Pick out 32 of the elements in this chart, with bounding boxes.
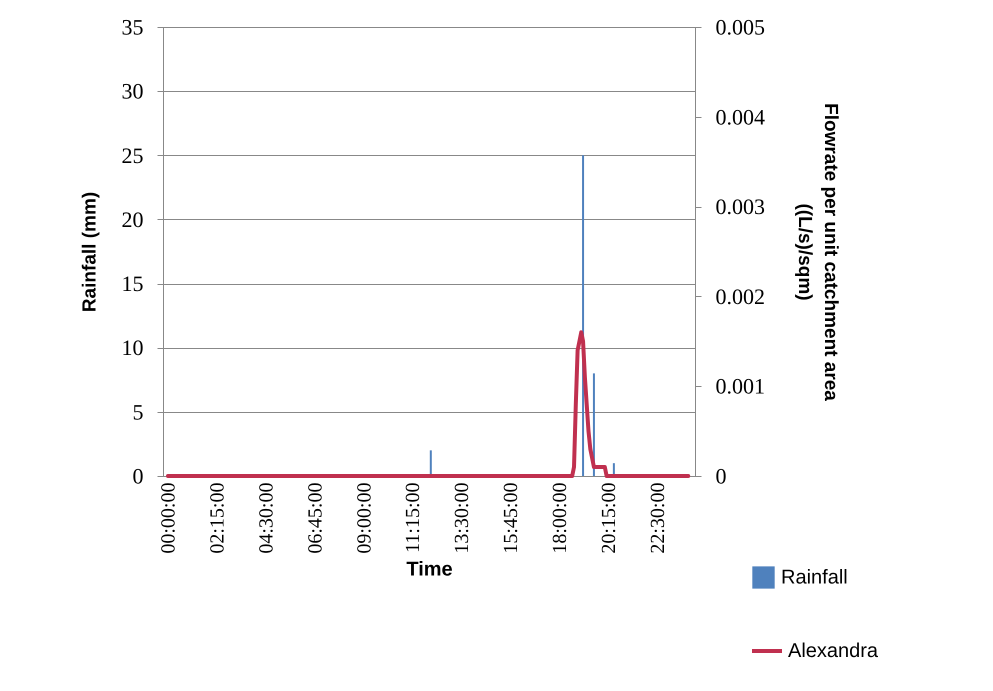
x-tick-label: 13:30:00 bbox=[451, 482, 474, 554]
y2-tick-label: 0.001 bbox=[716, 374, 765, 399]
y2-axis-title: Flowrate per unit catchment area ((L/s)/sqm) bbox=[794, 103, 841, 402]
y-tick-label: 15 bbox=[122, 271, 144, 296]
y-tick-label: 0 bbox=[132, 464, 144, 488]
x-tick-label: 09:00:00 bbox=[353, 482, 376, 554]
x-tick-label: 15:45:00 bbox=[500, 482, 522, 554]
y2-tick-label: 0.005 bbox=[716, 14, 765, 40]
x-tick-label: 04:30:00 bbox=[255, 482, 278, 554]
x-tick-label: 22:30:00 bbox=[646, 482, 669, 554]
x-tick-label: 18:00:00 bbox=[549, 482, 571, 554]
y-tick-label: 5 bbox=[132, 399, 144, 424]
x-tick-label: 06:45:00 bbox=[304, 482, 326, 554]
y2-tick-label: 0.004 bbox=[716, 104, 765, 130]
y2-tick-label: 0.003 bbox=[716, 194, 765, 220]
x-tick-label: 11:15:00 bbox=[402, 482, 424, 553]
x-tick-label: 20:15:00 bbox=[598, 482, 620, 554]
x-axis-title: Time bbox=[406, 558, 453, 581]
y-tick-label: 10 bbox=[122, 335, 144, 360]
y-axis-title: Rainfall (mm) bbox=[80, 192, 100, 312]
line-series bbox=[166, 330, 690, 478]
x-tick-label: 00:00:00 bbox=[158, 482, 180, 554]
y2-tick-label: 0.002 bbox=[716, 284, 765, 309]
legend-label: Alexandra bbox=[788, 640, 879, 662]
legend-label: Rainfall bbox=[781, 566, 848, 588]
x-tick-label: 02:15:00 bbox=[206, 482, 228, 554]
y-tick-label: 35 bbox=[122, 14, 144, 40]
y-tick-label: 20 bbox=[122, 206, 144, 232]
y2-tick-label: 0 bbox=[716, 464, 726, 488]
y-tick-label: 30 bbox=[122, 78, 144, 104]
bar bbox=[430, 450, 432, 476]
y-tick-label: 25 bbox=[122, 142, 144, 168]
